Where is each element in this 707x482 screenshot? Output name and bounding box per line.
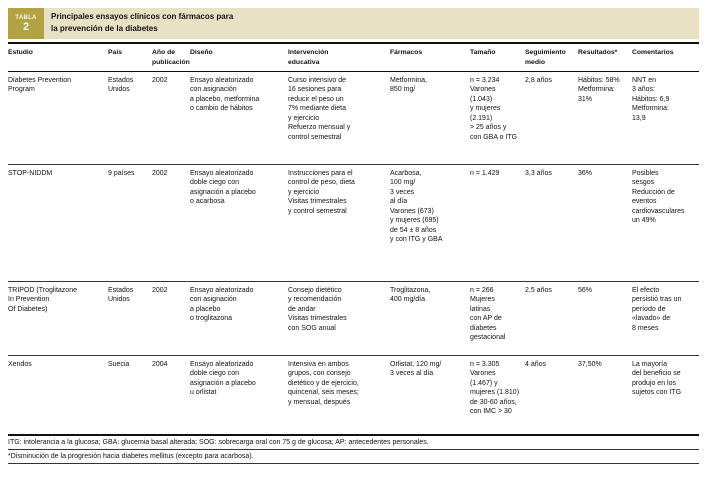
table-tab-label: TABLA [15,14,37,21]
cell-seguimiento: 3,3 años [525,164,578,283]
col-header-farmacos: Fármacos [390,43,470,73]
cell-diseno: Ensayo aleatorizado doble ciego con asig… [190,355,288,436]
cell-diseno: Ensayo aleatorizado con asignación a pla… [190,71,288,166]
table-row: Diabetes Prevention Program Estados Unid… [8,71,699,166]
cell-ano: 2002 [152,71,190,166]
cell-ano: 2002 [152,164,190,283]
cell-tamano: n = 1.429 [470,164,525,283]
cell-estudio: Xendos [8,355,108,436]
cell-estudio: Diabetes Prevention Program [8,71,108,166]
col-header-pais: País [108,43,152,73]
col-header-seguimiento-medio: Seguimiento medio [525,43,578,73]
cell-comentarios: El efecto persistió tras un período de «… [632,281,699,357]
col-header-estudio: Estudio [8,43,108,73]
cell-intervencion: Instrucciones para el control de peso, d… [288,164,390,283]
cell-diseno: Ensayo aleatorizado con asignación a pla… [190,281,288,357]
cell-farmacos: Metformina, 850 mg/ [390,71,470,166]
col-header-intervencion-educativa: Intervención educativa [288,43,390,73]
col-header-tamano: Tamaño [470,43,525,73]
col-header-comentarios: Comentarios [632,43,699,73]
table-row: Xendos Suecia 2004 Ensayo aleatorizado d… [8,355,699,436]
cell-resultados: 37,50% [578,355,632,436]
cell-farmacos: Troglitazona, 400 mg/día [390,281,470,357]
cell-ano: 2002 [152,281,190,357]
table-figure: TABLA 2 Principales ensayos clínicos con… [8,8,699,465]
table-titlebar: TABLA 2 Principales ensayos clínicos con… [8,8,699,39]
cell-pais: 9 países [108,164,152,283]
col-header-ano-publicacion: Año de publicación [152,43,190,73]
cell-seguimiento: 4 años [525,355,578,436]
cell-tamano: n = 3.305 Varones (1.467) y mujeres (1.8… [470,355,525,436]
cell-resultados: 56% [578,281,632,357]
cell-resultados: 36% [578,164,632,283]
cell-estudio: TRIPOD (Troglitazone In Prevention Of Di… [8,281,108,357]
cell-seguimiento: 2,8 años [525,71,578,166]
cell-resultados: Hábitos: 58% Metformina: 31% [578,71,632,166]
cell-intervencion: Consejo dietético y recomendación de and… [288,281,390,357]
cell-tamano: n = 266 Mujeres latinas con AP de diabet… [470,281,525,357]
table-row: STOP-NIDDM 9 países 2002 Ensayo aleatori… [8,164,699,283]
cell-farmacos: Acarbosa, 100 mg/ 3 veces al día Varones… [390,164,470,283]
clinical-trials-table: Estudio País Año de publicación Diseño I… [8,42,699,436]
cell-farmacos: Orlistat, 120 mg/ 3 veces al día [390,355,470,436]
cell-intervencion: Intensiva en ambos grupos, con consejo d… [288,355,390,436]
col-header-diseno: Diseño [190,43,288,73]
cell-seguimiento: 2,5 años [525,281,578,357]
cell-ano: 2004 [152,355,190,436]
footnote-asterisk: *Disminución de la progresión hacia diab… [8,450,699,465]
cell-comentarios: Posibles sesgos Reducción de eventos car… [632,164,699,283]
cell-pais: Estados Unidos [108,281,152,357]
cell-estudio: STOP-NIDDM [8,164,108,283]
cell-intervencion: Curso intensivo de 16 sesiones para redu… [288,71,390,166]
header-row: Estudio País Año de publicación Diseño I… [8,43,699,73]
footnote-abbreviations: ITG: intolerancia a la glucosa; GBA: glu… [8,436,699,450]
cell-comentarios: La mayoría del beneficio se produjo en l… [632,355,699,436]
table-title: Principales ensayos clínicos con fármaco… [44,8,699,39]
table-row: TRIPOD (Troglitazone In Prevention Of Di… [8,281,699,357]
col-header-resultados: Resultados* [578,43,632,73]
table-tab: TABLA 2 [8,8,44,39]
cell-diseno: Ensayo aleatorizado doble ciego con asig… [190,164,288,283]
cell-pais: Estados Unidos [108,71,152,166]
table-footnotes: ITG: intolerancia a la glucosa; GBA: glu… [8,436,699,465]
cell-comentarios: NNT en 3 años: Hábitos: 6,9 Metformina: … [632,71,699,166]
table-tab-number: 2 [22,20,30,33]
cell-pais: Suecia [108,355,152,436]
cell-tamano: n = 3.234 Varones (1.043) y mujeres (2.1… [470,71,525,166]
